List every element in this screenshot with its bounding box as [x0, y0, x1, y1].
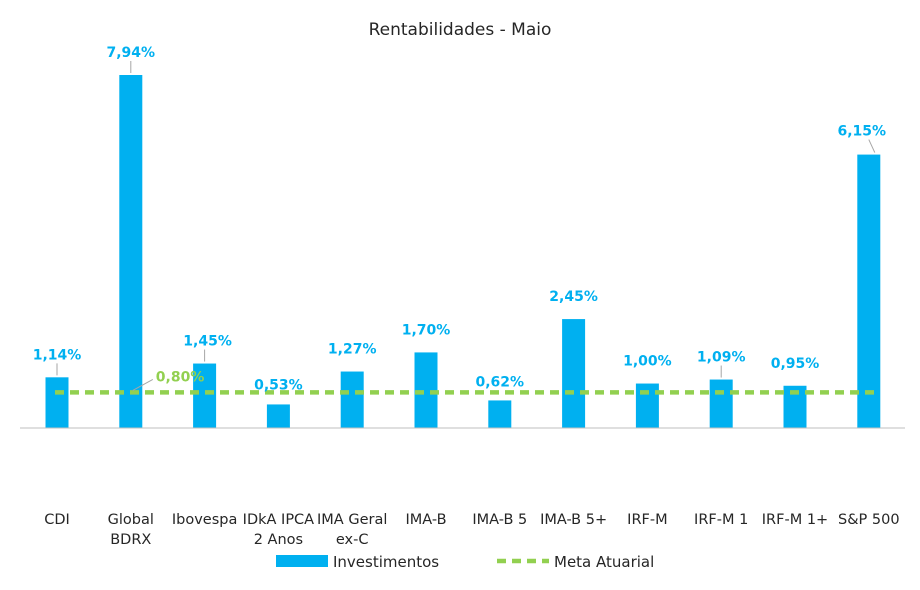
leader-line-12	[868, 139, 876, 153]
x-tick-label-5: IMA Geral ex-C	[317, 512, 387, 548]
bar-5	[340, 371, 364, 428]
x-tick-label-10: IRF-M 1	[694, 512, 748, 528]
bar-1	[45, 377, 69, 428]
data-label-5: 1,27%	[328, 342, 377, 358]
bar-2	[119, 75, 143, 428]
x-tick-label-11: IRF-M 1+	[762, 512, 828, 528]
data-label-12: 6,15%	[838, 124, 887, 140]
x-tick-label-3: Ibovespa	[172, 512, 238, 528]
data-label-9: 1,00%	[623, 354, 672, 370]
data-label-10: 1,09%	[697, 350, 746, 366]
data-label-11: 0,95%	[771, 356, 820, 372]
legend: Investimentos Meta Atuarial	[276, 553, 654, 571]
x-tick-label-6: IMA-B	[405, 512, 446, 528]
x-tick-label-12: S&P 500	[838, 512, 900, 528]
x-tick-label-8: IMA-B 5+	[540, 512, 607, 528]
x-tick-label-2: Global BDRX	[108, 512, 154, 548]
chart-title: Rentabilidades - Maio	[369, 20, 552, 40]
bar-6	[414, 352, 438, 428]
data-label-1: 1,14%	[33, 347, 82, 363]
data-label-3: 1,45%	[183, 334, 232, 350]
x-tick-labels-group: CDI Global BDRX Ibovespa IDkA IPCA 2 AnosIMA …	[44, 512, 899, 548]
bar-7	[488, 400, 512, 428]
data-label-6: 1,70%	[402, 322, 451, 338]
meta-leader-line	[132, 378, 154, 391]
bar-4	[266, 404, 290, 428]
x-tick-label-9: IRF-M	[627, 512, 667, 528]
bar-8	[562, 319, 586, 428]
bar-10	[709, 379, 733, 428]
data-label-7: 0,62%	[476, 374, 525, 390]
legend-label-meta-atuarial: Meta Atuarial	[554, 553, 654, 571]
meta-line-group: 0,80%	[55, 369, 880, 395]
data-label-4: 0,53%	[254, 377, 303, 393]
bar-11	[783, 385, 807, 428]
bar-12	[857, 154, 881, 428]
legend-label-investimentos: Investimentos	[333, 553, 439, 571]
x-tick-label-4: IDkA IPCA 2 Anos	[243, 512, 315, 548]
bar-3	[193, 363, 217, 428]
data-label-8: 2,45%	[549, 289, 598, 305]
data-labels-group: 1,14% 7,94% 1,45% 0,53% 1,27% 1,70% 0,62% 2,45%…	[33, 45, 886, 393]
x-tick-label-1: CDI	[44, 512, 70, 528]
data-label-2: 7,94%	[107, 45, 156, 61]
meta-atuarial-label: 0,80%	[156, 369, 205, 385]
legend-swatch-investimentos	[276, 555, 328, 567]
x-tick-label-7: IMA-B 5	[472, 512, 527, 528]
